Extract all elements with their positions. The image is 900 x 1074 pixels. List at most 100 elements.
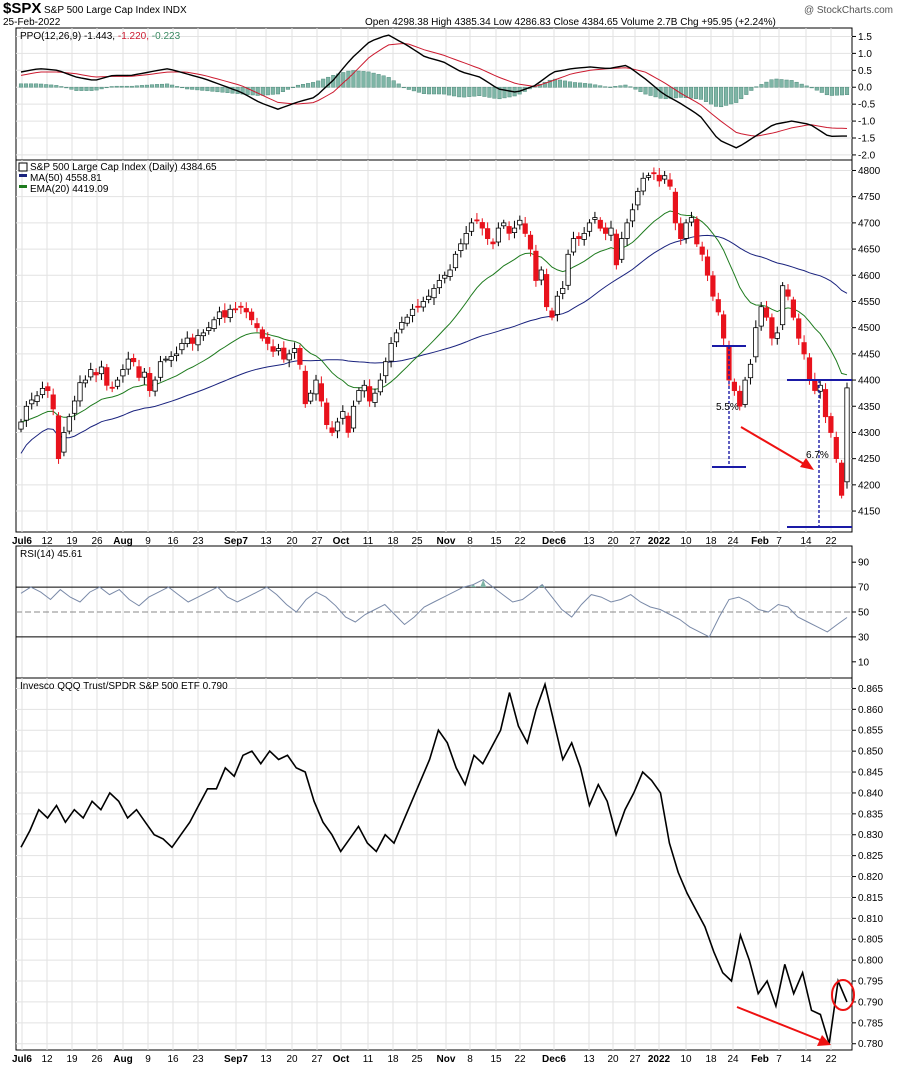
ppo-hist-bar <box>708 86 714 105</box>
date-axis-bottom: Jul6 12 19 26 Aug 9 16 23 Sep7 13 20 27 Oct 11 18 25 Nov… <box>12 1054 837 1065</box>
date-tick-label: 20 <box>607 536 619 547</box>
ppo-hist-bar <box>613 86 618 88</box>
candle <box>173 353 180 356</box>
candle <box>436 280 443 289</box>
y-tick-label: 4150 <box>858 507 881 518</box>
candle <box>785 289 791 297</box>
candle <box>742 379 748 405</box>
y-tick-label: 70 <box>858 583 870 594</box>
candle <box>39 387 46 395</box>
ppo-hist-bar <box>316 80 321 88</box>
ppo-hist-bar <box>703 86 709 102</box>
ppo-hist-bar <box>724 86 729 106</box>
ppo-hist-bar <box>578 82 583 88</box>
ppo-hist-bar <box>366 71 371 88</box>
candle <box>270 346 276 352</box>
candle <box>608 227 614 236</box>
candle <box>415 305 421 308</box>
candle <box>189 337 196 344</box>
ppo-histogram <box>18 70 850 108</box>
candle <box>592 217 598 220</box>
y-tick-label: 0.865 <box>858 684 883 695</box>
ppo-hist-bar <box>648 86 653 96</box>
ema20-line <box>20 210 848 423</box>
ppo-hist-bar <box>809 86 814 89</box>
candle <box>163 358 169 361</box>
ppo-hist-bar <box>351 70 356 88</box>
candle <box>662 175 668 180</box>
candle <box>447 269 453 277</box>
candle <box>501 222 507 227</box>
date-tick-label: 10 <box>680 1054 692 1065</box>
candle <box>635 190 641 206</box>
candle <box>694 219 700 245</box>
ppo-hist-bar <box>154 84 160 88</box>
candle <box>613 233 620 266</box>
ohlc-text: Open 4298.38 High 4385.34 Low 4286.83 Cl… <box>365 17 776 28</box>
ppo-hist-bar <box>618 85 623 88</box>
ppo-hist-bar <box>215 86 220 93</box>
ppo-hist-bar <box>547 79 552 88</box>
date-tick-label: 7 <box>776 536 782 547</box>
y-tick-label: 0.790 <box>858 997 883 1008</box>
ppo-hist-bar <box>124 85 129 88</box>
date-tick-label: Feb <box>751 1054 769 1065</box>
candle <box>844 387 850 483</box>
ppo-hist-bar <box>220 86 225 93</box>
date-tick-label: Aug <box>113 1054 132 1065</box>
date-tick-label: 27 <box>311 536 323 547</box>
candle <box>372 392 378 403</box>
ppo-hist-bar <box>401 86 406 89</box>
y-tick-label: 4650 <box>858 245 881 256</box>
rsi-y-axis: 90 70 50 30 10 <box>852 558 870 668</box>
ema20-legend: EMA(20) 4419.09 <box>30 184 109 195</box>
candle <box>297 347 303 365</box>
annot-b-label: 6.7% <box>806 450 829 461</box>
ppo-hist-bar <box>713 86 719 107</box>
ppo-hist-bar <box>381 75 386 88</box>
candle <box>259 329 266 339</box>
ppo-hist-bar <box>175 86 180 88</box>
ppo-hist-bar <box>200 86 205 91</box>
ppo-hist-bar <box>426 86 432 95</box>
y-tick-label: 4300 <box>858 428 881 439</box>
y-tick-label: 0.820 <box>858 872 883 883</box>
candle <box>275 348 282 352</box>
candle <box>570 238 577 253</box>
candle <box>420 301 426 308</box>
ratio-grid <box>16 678 852 1050</box>
candle <box>801 342 807 355</box>
candle <box>388 342 394 362</box>
candle <box>147 372 153 391</box>
candle <box>667 179 673 187</box>
candle <box>29 399 35 405</box>
candle <box>533 250 539 281</box>
y-tick-label: 0.860 <box>858 705 883 716</box>
ratio-arrow-line <box>736 1006 821 1041</box>
ppo-hist-bar <box>180 86 185 89</box>
ppo-hist-bar <box>195 86 200 91</box>
ppo-hist-bar <box>205 86 210 92</box>
candle <box>98 366 105 375</box>
y-tick-label: -0.5 <box>858 100 876 111</box>
date-tick-label: 14 <box>800 536 812 547</box>
date-tick-label: 18 <box>387 536 399 547</box>
y-tick-label: 1.5 <box>858 32 872 43</box>
ppo-hist-bar <box>572 82 578 88</box>
ppo-hist-bar <box>255 86 260 96</box>
candle <box>822 389 829 418</box>
candle <box>211 319 217 329</box>
ppo-hist-bar <box>421 86 426 94</box>
candle <box>425 295 432 301</box>
date-tick-label: 23 <box>192 1054 204 1065</box>
ppo-hist-bar <box>185 86 190 90</box>
ppo-hist-bar <box>356 70 361 88</box>
date-tick-label: Dec6 <box>542 536 566 547</box>
candle <box>442 274 448 279</box>
candle <box>678 223 684 239</box>
price-arrow-line <box>740 426 805 465</box>
y-tick-label: 10 <box>858 657 870 668</box>
y-tick-label: 4700 <box>858 218 881 229</box>
ppo-hist-bar <box>391 80 396 88</box>
date-tick-label: 15 <box>490 1054 502 1065</box>
